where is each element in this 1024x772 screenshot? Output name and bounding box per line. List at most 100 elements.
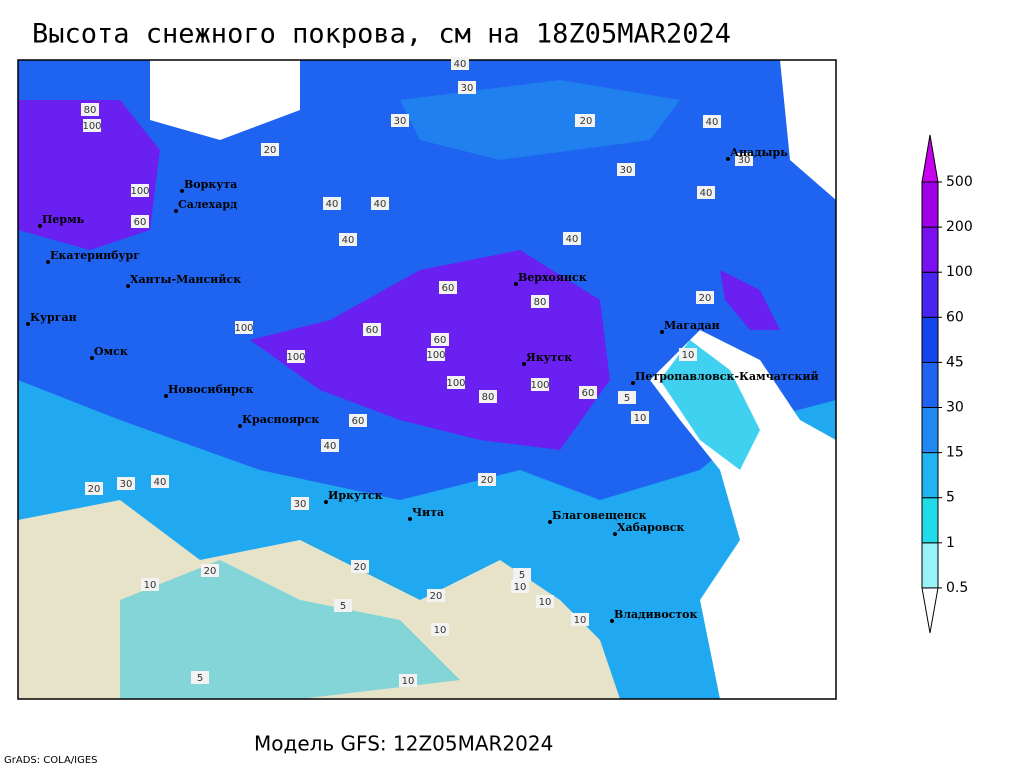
contour-label-bg xyxy=(631,411,649,424)
contour-label-bg xyxy=(536,595,554,608)
city-dot xyxy=(613,532,617,536)
contour-label: 80 xyxy=(84,105,97,116)
contour-label: 40 xyxy=(326,199,339,210)
contour-label-bg xyxy=(458,81,476,94)
city-dot xyxy=(46,260,50,264)
contour-label-bg xyxy=(321,439,339,452)
contour-label: 30 xyxy=(294,499,307,510)
contour-label-bg xyxy=(141,578,159,591)
contour-label-bg xyxy=(351,560,369,573)
contour-label: 100 xyxy=(82,121,101,132)
city-dot xyxy=(180,189,184,193)
credit: GrADS: COLA/IGES xyxy=(4,755,98,766)
contour-label: 60 xyxy=(582,388,595,399)
contour-label: 30 xyxy=(738,155,751,166)
city-name: Благовещенск xyxy=(552,509,647,522)
city-name: Омск xyxy=(94,345,128,358)
city-name: Хабаровск xyxy=(617,521,684,534)
legend-label: 45 xyxy=(946,354,964,370)
contour-label: 40 xyxy=(454,59,467,70)
city-name: Пермь xyxy=(42,213,85,226)
contour-label: 20 xyxy=(481,475,494,486)
contour-label-bg xyxy=(696,291,714,304)
legend-label: 60 xyxy=(946,309,964,325)
city-name: Иркутск xyxy=(328,489,383,502)
contour-label: 20 xyxy=(264,145,277,156)
contour-label-bg xyxy=(431,333,449,346)
contour-label-bg xyxy=(363,323,381,336)
contour-label-bg xyxy=(511,580,529,593)
contour-label-bg xyxy=(117,477,135,490)
contour-label: 10 xyxy=(539,597,552,608)
contour-label: 5 xyxy=(624,393,630,404)
contour-label: 30 xyxy=(461,83,474,94)
contour-label-bg xyxy=(235,321,253,334)
city-name: Владивосток xyxy=(614,608,698,621)
legend-triangle xyxy=(921,587,939,633)
contour-label: 80 xyxy=(534,297,547,308)
contour-label-bg xyxy=(83,119,101,132)
contour-label: 10 xyxy=(144,580,157,591)
city-dot xyxy=(522,362,526,366)
contour-label-bg xyxy=(679,348,697,361)
contour-label-bg xyxy=(323,197,341,210)
city-name: Чита xyxy=(412,506,444,519)
legend-label: 500 xyxy=(946,174,973,190)
legend-label: 100 xyxy=(946,264,973,280)
contour-label-bg xyxy=(287,350,305,363)
contour-label: 20 xyxy=(204,566,217,577)
contour-label-bg xyxy=(427,348,445,361)
contour-label: 40 xyxy=(566,234,579,245)
contour-label: 60 xyxy=(134,217,147,228)
contour-label-bg xyxy=(349,414,367,427)
contour-label: 80 xyxy=(482,392,495,403)
city-dot xyxy=(164,394,168,398)
contour-label: 20 xyxy=(354,562,367,573)
city-name: Ханты-Мансийск xyxy=(130,273,241,286)
contour-label-bg xyxy=(531,295,549,308)
city-dot xyxy=(126,284,130,288)
contour-label: 100 xyxy=(446,378,465,389)
contour-label-bg xyxy=(478,473,496,486)
contour-label: 40 xyxy=(324,441,337,452)
contour-label-bg xyxy=(697,186,715,199)
legend-box xyxy=(921,226,939,273)
contour-label-bg xyxy=(439,281,457,294)
contour-label: 20 xyxy=(580,116,593,127)
contour-label-bg xyxy=(451,57,469,70)
contour-label: 10 xyxy=(514,582,527,593)
legend-box xyxy=(921,497,939,544)
legend-label: 200 xyxy=(946,219,973,235)
legend-box xyxy=(921,361,939,408)
contour-label: 60 xyxy=(366,325,379,336)
contour-label: 10 xyxy=(434,625,447,636)
city-dot xyxy=(238,424,242,428)
contour-label-bg xyxy=(371,197,389,210)
contour-label: 40 xyxy=(154,477,167,488)
contour-label-bg xyxy=(735,153,753,166)
contour-label-bg xyxy=(391,114,409,127)
contour-label: 40 xyxy=(374,199,387,210)
legend-box xyxy=(921,181,939,228)
contour-label: 30 xyxy=(120,479,133,490)
city-name: Анадырь xyxy=(730,146,788,159)
city-dot xyxy=(90,356,94,360)
contour-label: 100 xyxy=(234,323,253,334)
contour-label: 100 xyxy=(130,186,149,197)
contour-label: 60 xyxy=(434,335,447,346)
contour-label-bg xyxy=(151,475,169,488)
city-name: Красноярск xyxy=(242,413,319,426)
legend-box xyxy=(921,452,939,499)
legend-box xyxy=(921,271,939,318)
contour-label-bg xyxy=(191,671,209,684)
city-name: Петропавловск-Камчатский xyxy=(635,370,819,383)
contour-label: 5 xyxy=(519,570,525,581)
city-name: Салехард xyxy=(178,198,237,211)
contour-label: 60 xyxy=(442,283,455,294)
contour-label-bg xyxy=(531,378,549,391)
city-dot xyxy=(174,209,178,213)
city-name: Магадан xyxy=(664,319,720,332)
legend-box xyxy=(921,542,939,589)
contour-label: 20 xyxy=(430,591,443,602)
contour-label-bg xyxy=(399,674,417,687)
